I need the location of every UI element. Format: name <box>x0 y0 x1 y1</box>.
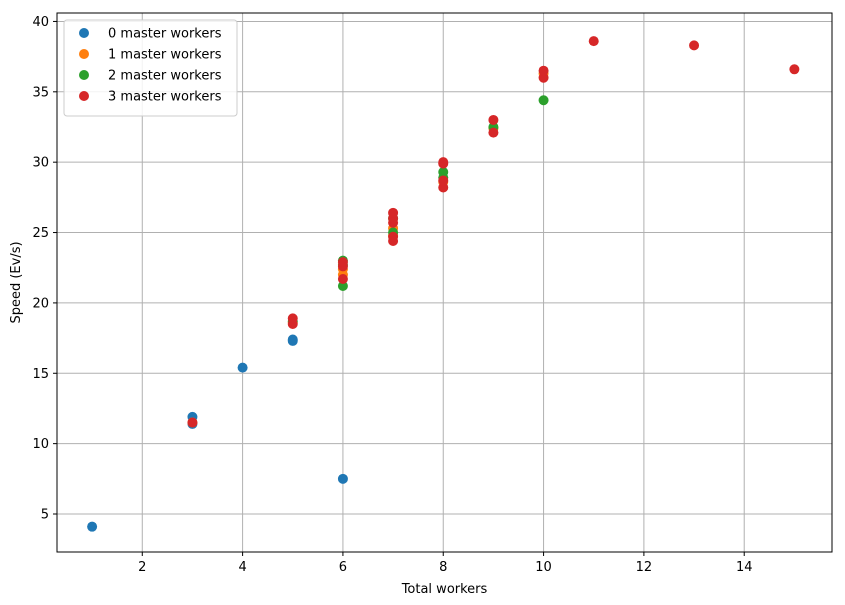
x-tick-label: 2 <box>138 560 146 575</box>
y-axis-label: Speed (Ev/s) <box>9 241 24 323</box>
legend-frame <box>63 19 238 117</box>
plot-frame <box>56 12 833 553</box>
data-point <box>438 182 449 193</box>
grid-layer <box>57 13 832 552</box>
x-tick-label: 6 <box>339 560 347 575</box>
data-point <box>388 207 399 218</box>
data-point <box>438 175 449 186</box>
y-tick-label: 40 <box>32 15 49 30</box>
legend-entry: 2 master workers <box>108 69 222 84</box>
data-point <box>87 521 98 532</box>
data-point <box>488 127 499 138</box>
data-point <box>187 417 198 428</box>
x-tick-label: 10 <box>535 560 552 575</box>
data-point <box>237 362 248 373</box>
data-point <box>287 313 298 324</box>
x-tick-label: 8 <box>439 560 447 575</box>
points-layer <box>87 36 800 532</box>
legend-entry: 1 master workers <box>108 48 222 63</box>
y-tick-label: 20 <box>32 296 49 311</box>
data-point <box>337 281 348 292</box>
data-point <box>388 231 399 242</box>
data-point <box>337 273 348 284</box>
data-point <box>438 157 449 168</box>
legend-marker <box>79 28 89 38</box>
ticks-layer: 2 4 6 8 10 12 14 5 10 15 20 25 30 35 40 <box>32 15 752 575</box>
data-point <box>689 40 700 51</box>
x-tick-label: 12 <box>636 560 653 575</box>
y-tick-label: 35 <box>32 85 49 100</box>
x-tick-label: 4 <box>238 560 246 575</box>
data-point <box>438 167 449 178</box>
data-point <box>588 36 599 47</box>
data-point <box>789 64 800 75</box>
legend: 0 master workers 1 master workers 2 master… <box>63 19 238 117</box>
data-point <box>287 334 298 345</box>
y-tick-label: 15 <box>32 367 49 382</box>
y-tick-label: 10 <box>32 437 49 452</box>
x-axis-label: Total workers <box>401 582 488 597</box>
y-tick-label: 25 <box>32 226 49 241</box>
legend-marker <box>79 70 89 80</box>
x-tick-label: 14 <box>736 560 753 575</box>
data-point <box>488 114 499 125</box>
y-tick-label: 5 <box>41 508 49 523</box>
legend-marker <box>79 91 89 101</box>
data-point <box>538 72 549 83</box>
legend-entry: 0 master workers <box>108 27 222 42</box>
data-point <box>538 65 549 76</box>
data-point <box>337 257 348 268</box>
legend-marker <box>79 49 89 59</box>
data-point <box>538 95 549 106</box>
data-point <box>337 473 348 484</box>
y-tick-label: 30 <box>32 156 49 171</box>
legend-entry: 3 master workers <box>108 90 222 105</box>
